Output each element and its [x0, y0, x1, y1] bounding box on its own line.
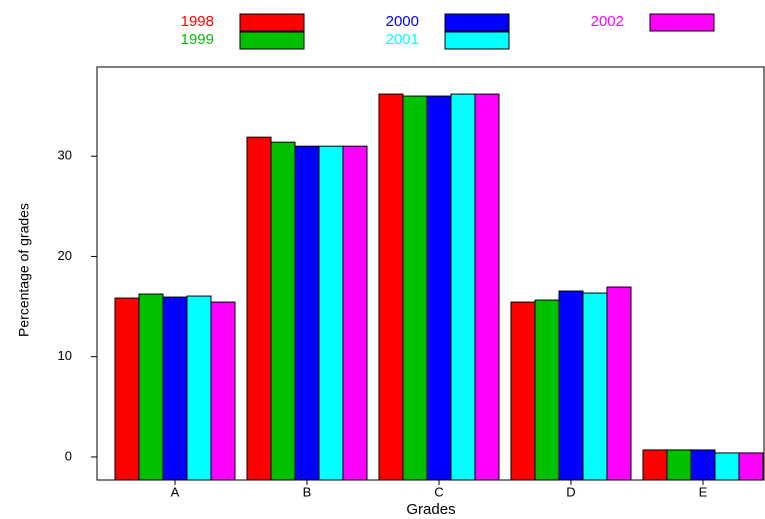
legend-label: 1998: [181, 13, 214, 30]
bar: [270, 141, 296, 481]
bar: [342, 145, 368, 481]
x-tick-label: E: [699, 484, 708, 499]
bar: [714, 452, 740, 481]
bar: [402, 95, 428, 481]
legend-swatch: [444, 13, 510, 32]
bar: [558, 290, 584, 481]
bar: [738, 452, 764, 481]
bar: [318, 145, 344, 481]
legend-swatch: [239, 13, 305, 32]
bar: [378, 93, 404, 481]
bar: [246, 136, 272, 481]
y-tick-label: 30: [58, 148, 72, 163]
x-tick-label: D: [566, 484, 575, 499]
bar: [426, 95, 452, 481]
x-axis-label: Grades: [406, 501, 455, 518]
bar: [474, 93, 500, 481]
y-tick-label: 20: [58, 248, 72, 263]
bar: [138, 293, 164, 481]
x-tick-label: C: [434, 484, 443, 499]
bar: [186, 295, 212, 481]
bar: [114, 297, 140, 481]
bar: [294, 145, 320, 481]
y-tick-label: 0: [65, 448, 72, 463]
legend-label: 1999: [181, 31, 214, 48]
legend-swatch: [239, 31, 305, 50]
legend-label: 2001: [386, 31, 419, 48]
bar: [582, 292, 608, 481]
legend-swatch: [649, 13, 715, 32]
bar: [534, 299, 560, 481]
bar: [666, 449, 692, 481]
y-tick-label: 10: [58, 348, 72, 363]
legend-label: 2002: [591, 13, 624, 30]
bar: [162, 296, 188, 481]
bar: [690, 449, 716, 481]
bar: [642, 449, 668, 481]
bar: [210, 301, 236, 481]
legend-label: 2000: [386, 13, 419, 30]
bar: [510, 301, 536, 481]
x-tick-label: B: [303, 484, 312, 499]
legend-swatch: [444, 31, 510, 50]
x-tick-label: A: [171, 484, 180, 499]
bar: [606, 286, 632, 481]
y-axis-label: Percentage of grades: [16, 203, 32, 337]
bar: [450, 93, 476, 481]
